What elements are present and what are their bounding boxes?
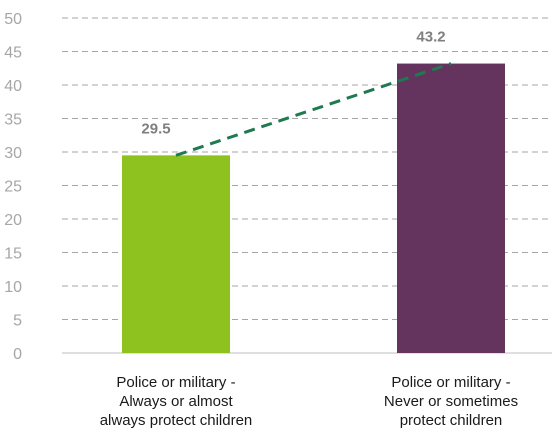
y-tick-label: 40 (4, 78, 22, 95)
y-tick-label: 50 (4, 11, 22, 28)
data-label-1: 29.5 (141, 120, 170, 137)
y-tick-label: 25 (4, 179, 22, 196)
y-axis-ticks: 0 5 10 15 20 25 30 35 40 45 50 (4, 11, 22, 363)
y-tick-label: 30 (4, 145, 22, 162)
y-tick-label: 5 (13, 313, 22, 330)
bar-1 (122, 155, 230, 353)
y-tick-label: 10 (4, 279, 22, 296)
bar-chart: 0 5 10 15 20 25 30 35 40 45 50 29.5 43.2 (4, 11, 552, 363)
y-tick-label: 0 (13, 346, 22, 363)
data-labels: 29.5 43.2 (141, 29, 445, 138)
trend-line (175, 62, 452, 157)
data-label-2: 43.2 (416, 29, 445, 46)
x-tick-label-1: Police or military - Always or almost al… (99, 374, 253, 429)
bar-2 (397, 63, 505, 354)
y-tick-label: 15 (4, 246, 22, 263)
x-tick-label-2: Police or military - Never or sometimes … (383, 374, 519, 429)
y-tick-label: 35 (4, 112, 22, 129)
bars (122, 63, 505, 354)
y-tick-label: 45 (4, 45, 22, 62)
y-tick-label: 20 (4, 212, 22, 229)
